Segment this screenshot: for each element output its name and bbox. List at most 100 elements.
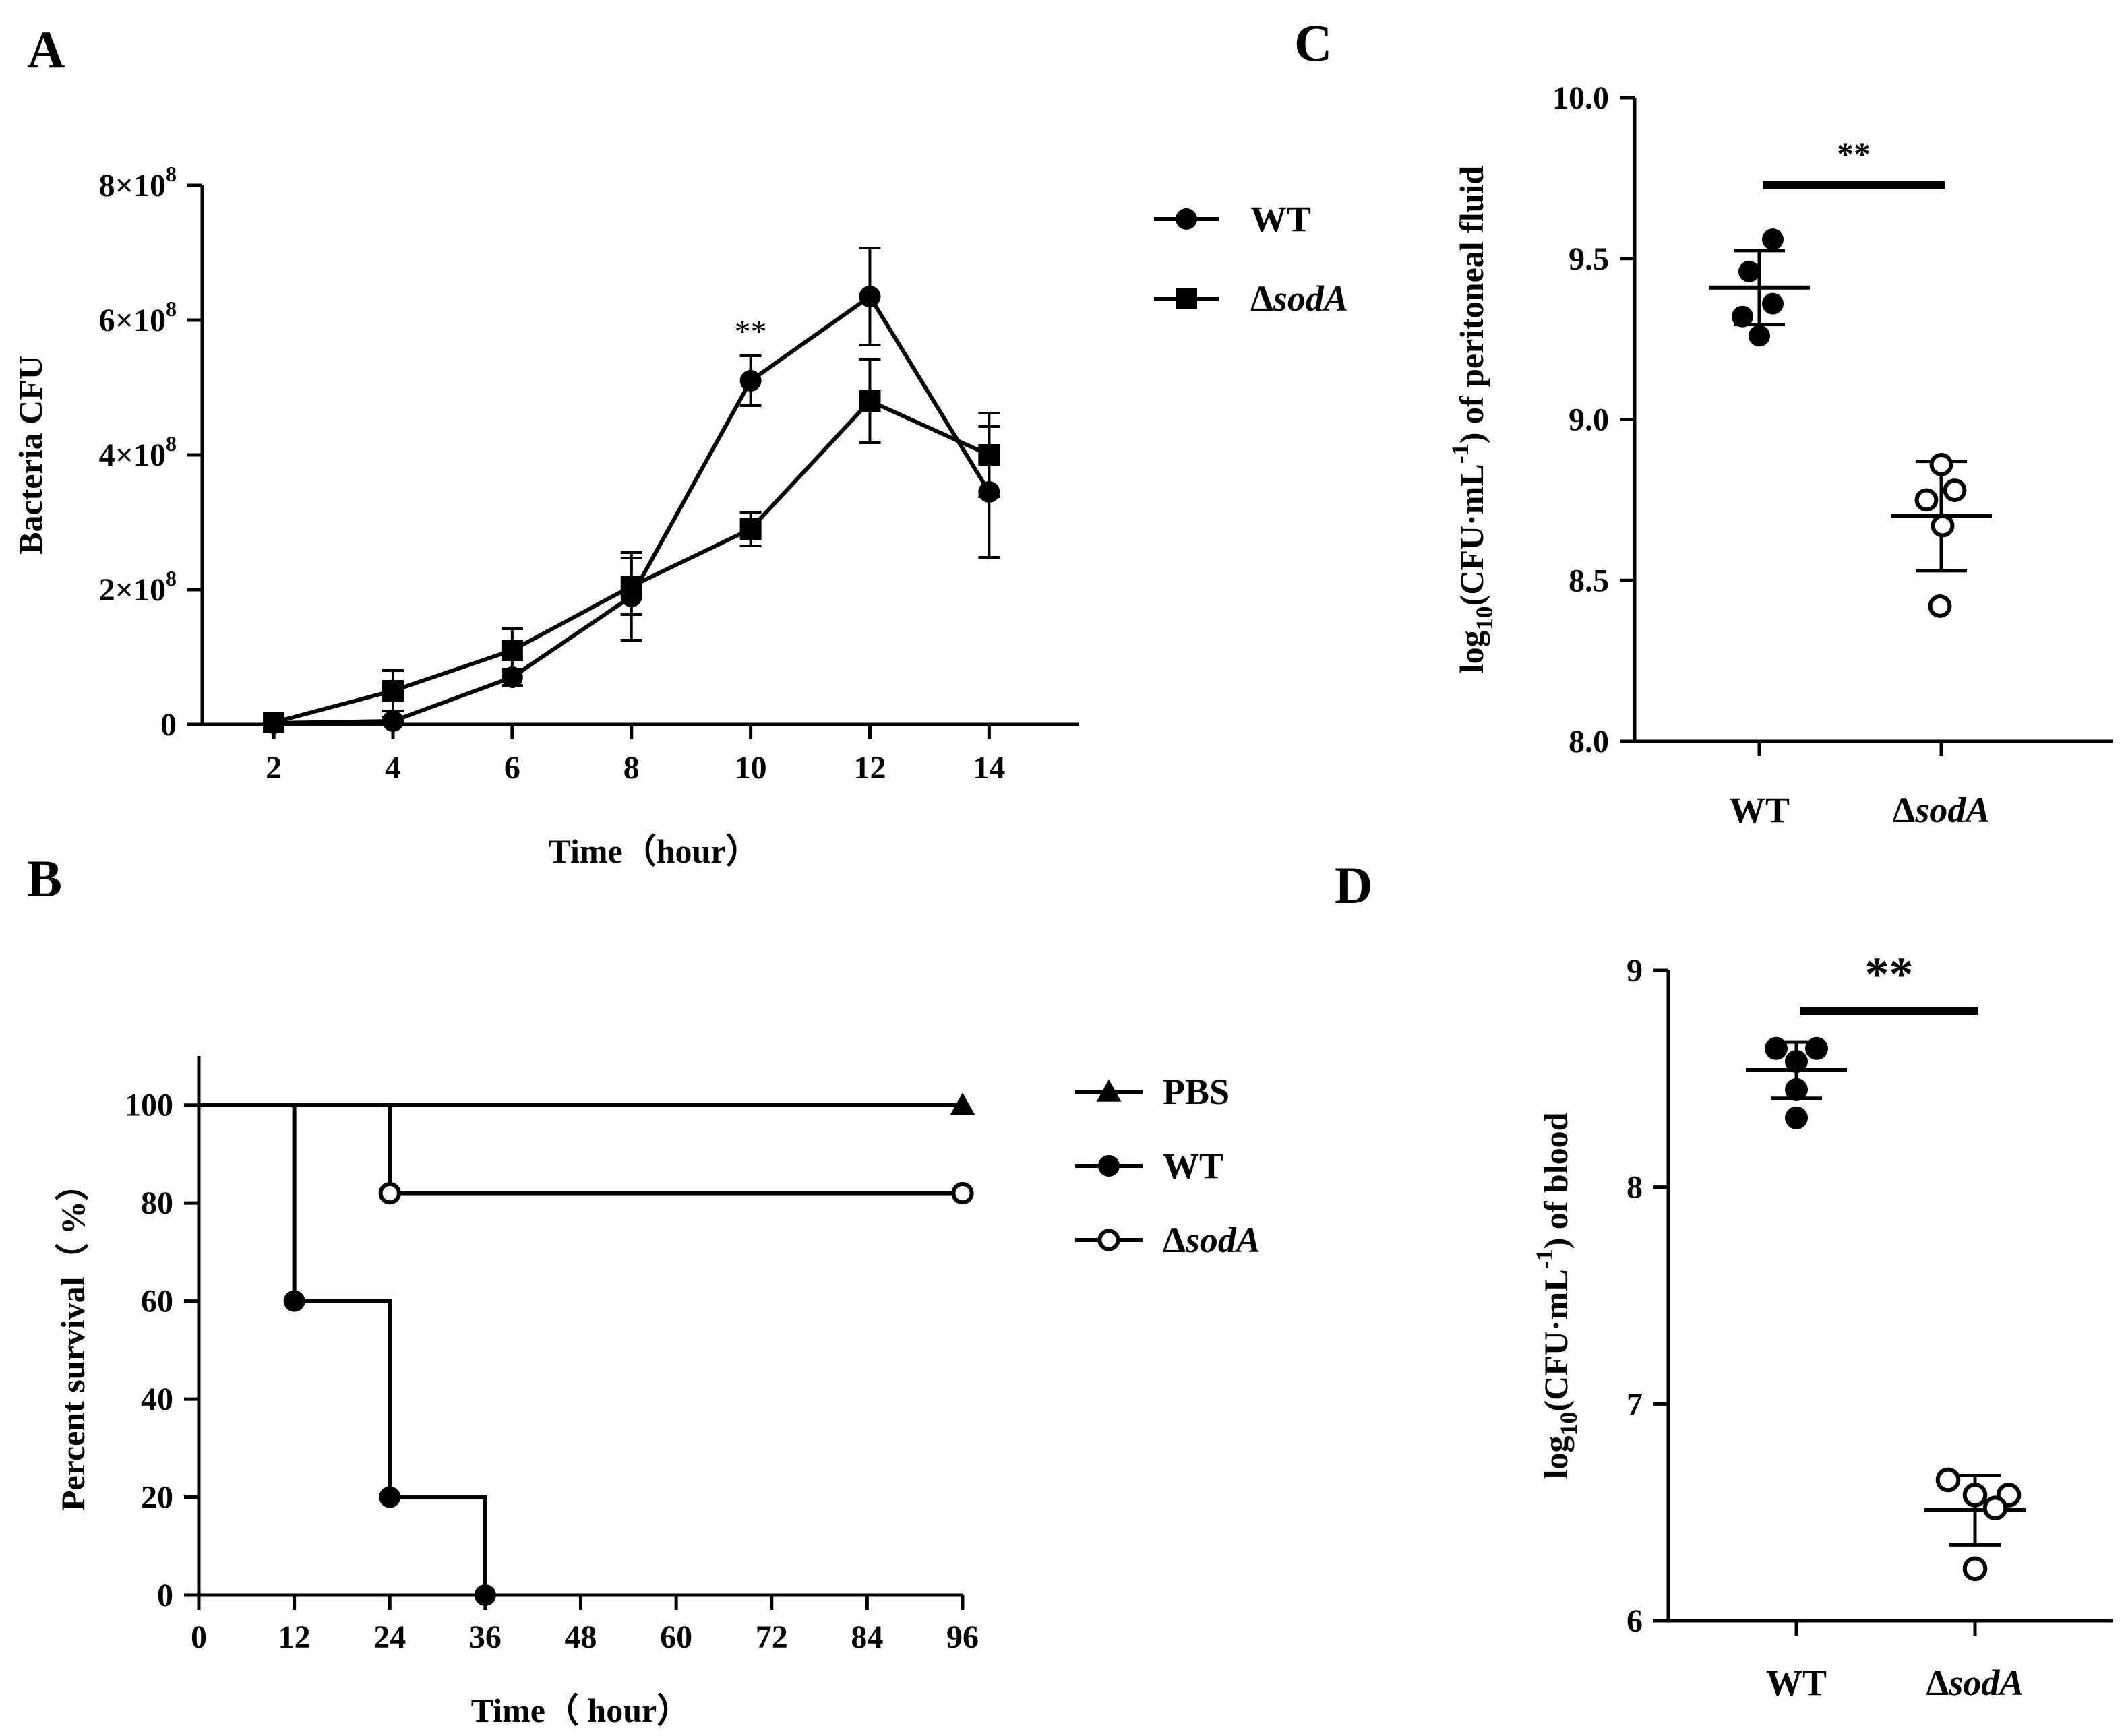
- data-point: [859, 286, 881, 307]
- y-tick-label: 7: [1627, 1386, 1643, 1422]
- y-tick-label: 8×108: [99, 162, 177, 204]
- data-point: [620, 576, 642, 597]
- data-point: [739, 518, 762, 540]
- legend-label: ΔsodA: [1250, 278, 1348, 319]
- survival-step-line: [199, 1103, 963, 1196]
- data-point: [1738, 260, 1760, 282]
- y-title-subscript: 10: [1555, 1412, 1582, 1436]
- legend: PBS WT ΔsodA: [1075, 1072, 1261, 1260]
- legend-entry: PBS: [1075, 1072, 1229, 1112]
- panel-letter-c: C: [1294, 13, 1332, 72]
- data-point: [283, 1290, 305, 1312]
- legend-entry: ΔsodA: [1154, 278, 1348, 319]
- category-name-italic: sodA: [1914, 790, 1990, 830]
- data-point: [1935, 1467, 1961, 1493]
- legend-entry: ΔsodA: [1075, 1220, 1261, 1260]
- y-title-superscript: -1: [1531, 1249, 1558, 1269]
- y-title-log: log: [1453, 630, 1490, 673]
- x-category-label: WT: [1729, 790, 1790, 830]
- y-title-superscript: -1: [1447, 443, 1474, 464]
- y-tick-label: 60: [141, 1284, 173, 1320]
- y-tick-label: 8.0: [1569, 724, 1609, 760]
- y-tick-base: 4×10: [99, 437, 166, 473]
- data-point: [1765, 1036, 1788, 1060]
- y-tick-base: 8×10: [99, 168, 166, 204]
- x-tick-label: 72: [756, 1619, 788, 1655]
- x-tick-label: 10: [735, 750, 767, 786]
- y-axis-title: Percent survival（ %）: [54, 1167, 92, 1511]
- legend-label: WT: [1163, 1146, 1223, 1186]
- data-point: [1762, 292, 1784, 315]
- x-tick-label: 2: [266, 750, 282, 786]
- series-wt: [263, 247, 1000, 734]
- data-point: [950, 1092, 975, 1115]
- legend-label: WT: [1250, 199, 1311, 239]
- data-point: [378, 1182, 401, 1205]
- data-point: [501, 640, 523, 661]
- data-point: [1805, 1036, 1828, 1060]
- y-tick-base: 6×10: [99, 303, 166, 338]
- y-tick-label: 8: [1627, 1170, 1643, 1206]
- category-name: Δ: [1926, 1663, 1949, 1703]
- data-point: [1785, 1078, 1808, 1101]
- panel-d-blood-scatter: 6 7 8 9 WT ΔsodA log10(CFU·mL-1) of blood **: [1531, 948, 2113, 1703]
- category-name: WT: [1729, 790, 1790, 830]
- data-point: [739, 370, 762, 392]
- data-point: [382, 680, 404, 702]
- y-tick-label: 10.0: [1552, 80, 1609, 116]
- y-tick-label: 6×108: [99, 297, 177, 338]
- panel-letter-d: D: [1335, 856, 1372, 914]
- series-sodA: [263, 358, 1000, 733]
- legend-name-italic: sodA: [1273, 278, 1348, 319]
- y-axis-title: Bacteria CFU: [11, 355, 49, 555]
- y-title-suffix: ) of peritoneal fluid: [1453, 166, 1490, 444]
- x-category-label: WT: [1766, 1663, 1827, 1703]
- data-point: [978, 444, 1000, 466]
- data-point: [1785, 1050, 1808, 1074]
- y-tick-label: 80: [141, 1185, 173, 1221]
- y-tick-exponent: 8: [166, 297, 177, 321]
- group-sodA: [1891, 452, 1992, 618]
- y-axis-title: log10(CFU·mL-1) of blood: [1531, 1112, 1582, 1479]
- y-tick-label: 9.5: [1569, 241, 1609, 277]
- legend-name: WT: [1250, 199, 1311, 239]
- data-point: [1785, 1106, 1808, 1129]
- legend-marker: [1098, 1155, 1120, 1177]
- legend: WT ΔsodA: [1154, 199, 1348, 319]
- panel-b-survival-chart: 0 20 40 60 80 100 0 12 24 36 48 60 72 84 96 Time（ hour）…: [54, 1056, 1261, 1729]
- x-axis-title: Time（hour）: [549, 832, 760, 870]
- series-line: [274, 293, 991, 725]
- group-wt: [1746, 1036, 1847, 1129]
- legend-marker: [1096, 1079, 1122, 1102]
- legend-name: Δ: [1163, 1220, 1186, 1260]
- y-tick-label: 6: [1627, 1603, 1643, 1639]
- legend-name-italic: sodA: [1185, 1220, 1261, 1260]
- x-tick-label: 8: [624, 750, 640, 786]
- data-point: [1929, 452, 1953, 476]
- x-tick-label: 14: [973, 750, 1005, 786]
- data-point: [859, 390, 881, 412]
- x-tick-label: 0: [191, 1619, 207, 1655]
- data-point: [1749, 325, 1770, 347]
- data-point: [1943, 478, 1967, 502]
- data-point: [263, 712, 285, 733]
- legend-label: PBS: [1163, 1072, 1229, 1112]
- data-point: [1931, 514, 1955, 538]
- data-point: [1982, 1495, 2008, 1521]
- y-title-unit: (CFU·mL: [1537, 1269, 1575, 1411]
- x-tick-label: 12: [853, 750, 886, 786]
- x-tick-label: 24: [373, 1619, 406, 1655]
- y-title-subscript: 10: [1471, 606, 1498, 630]
- legend-marker: [1176, 208, 1197, 230]
- data-point: [1928, 594, 1952, 618]
- x-tick-label: 48: [565, 1619, 597, 1655]
- series-sodA: [199, 1103, 974, 1205]
- legend-entry: WT: [1154, 199, 1311, 239]
- category-name: WT: [1766, 1663, 1827, 1703]
- data-point: [1914, 488, 1939, 512]
- y-tick-label: 20: [141, 1480, 173, 1516]
- y-axis-title: log10(CFU·mL-1) of peritoneal fluid: [1447, 166, 1498, 674]
- group-wt: [1709, 228, 1810, 347]
